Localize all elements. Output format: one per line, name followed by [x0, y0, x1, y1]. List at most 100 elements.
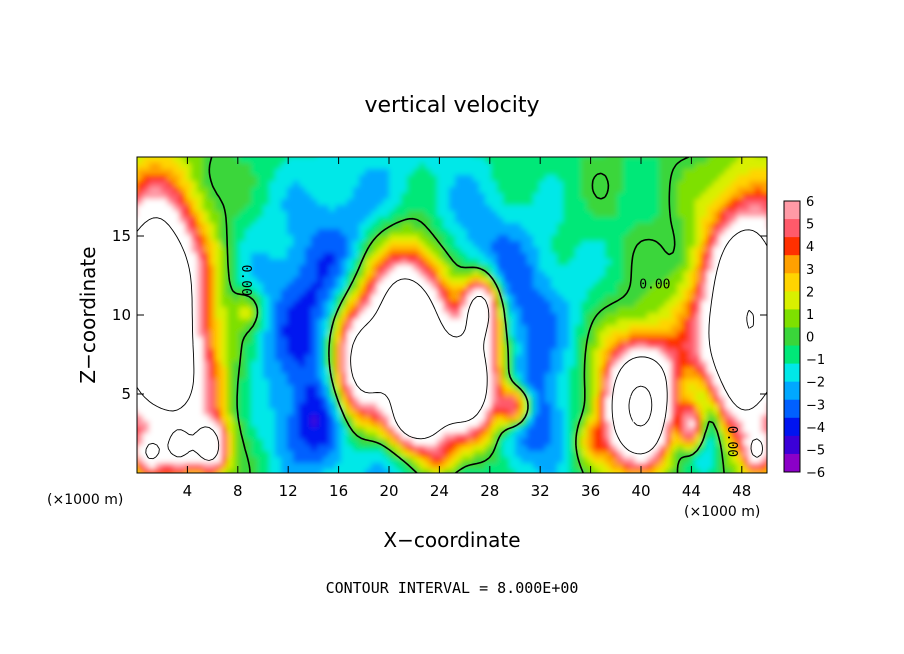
field-cell: [161, 157, 168, 164]
field-cell: [209, 223, 216, 230]
field-cell: [149, 169, 156, 176]
field-cell: [371, 349, 378, 356]
field-cell: [509, 169, 516, 176]
field-cell: [251, 421, 258, 428]
field-cell: [269, 427, 276, 434]
field-cell: [491, 367, 498, 374]
field-cell: [179, 391, 186, 398]
field-cell: [239, 409, 246, 416]
field-cell: [311, 367, 318, 374]
field-cell: [737, 235, 744, 242]
field-cell: [557, 421, 564, 428]
field-cell: [323, 247, 330, 254]
field-cell: [419, 391, 426, 398]
field-cell: [629, 415, 636, 422]
field-cell: [395, 265, 402, 272]
field-cell: [593, 331, 600, 338]
field-cell: [563, 175, 570, 182]
field-cell: [521, 397, 528, 404]
field-cell: [377, 169, 384, 176]
field-cell: [185, 259, 192, 266]
field-cell: [491, 157, 498, 164]
field-cell: [311, 349, 318, 356]
field-cell: [629, 373, 636, 380]
field-cell: [749, 379, 756, 386]
field-cell: [713, 211, 720, 218]
field-cell: [485, 157, 492, 164]
field-cell: [365, 283, 372, 290]
field-cell: [743, 337, 750, 344]
field-cell: [305, 283, 312, 290]
field-cell: [539, 415, 546, 422]
field-cell: [599, 193, 606, 200]
field-cell: [185, 283, 192, 290]
field-cell: [551, 325, 558, 332]
field-cell: [581, 223, 588, 230]
field-cell: [155, 181, 162, 188]
field-cell: [383, 253, 390, 260]
field-cell: [329, 181, 336, 188]
field-cell: [509, 283, 516, 290]
field-cell: [371, 259, 378, 266]
field-cell: [557, 367, 564, 374]
field-cell: [713, 259, 720, 266]
field-cell: [425, 313, 432, 320]
field-cell: [395, 391, 402, 398]
field-cell: [629, 397, 636, 404]
field-cell: [449, 331, 456, 338]
field-cell: [515, 373, 522, 380]
field-cell: [575, 415, 582, 422]
field-cell: [515, 247, 522, 254]
field-cell: [407, 295, 414, 302]
field-cell: [245, 397, 252, 404]
field-cell: [383, 271, 390, 278]
field-cell: [683, 301, 690, 308]
field-cell: [719, 355, 726, 362]
field-cell: [467, 415, 474, 422]
field-cell: [161, 301, 168, 308]
field-cell: [251, 169, 258, 176]
field-cell: [515, 289, 522, 296]
field-cell: [593, 319, 600, 326]
field-cell: [575, 343, 582, 350]
field-cell: [221, 403, 228, 410]
field-cell: [731, 283, 738, 290]
field-cell: [185, 175, 192, 182]
field-cell: [767, 187, 774, 194]
field-cell: [281, 295, 288, 302]
field-cell: [623, 259, 630, 266]
field-cell: [611, 319, 618, 326]
field-cell: [143, 301, 150, 308]
field-cell: [521, 223, 528, 230]
field-cell: [479, 217, 486, 224]
field-cell: [329, 169, 336, 176]
field-cell: [509, 163, 516, 170]
field-cell: [665, 373, 672, 380]
field-cell: [197, 421, 204, 428]
field-cell: [239, 277, 246, 284]
field-cell: [551, 259, 558, 266]
field-cell: [605, 379, 612, 386]
field-cell: [605, 283, 612, 290]
field-cell: [725, 319, 732, 326]
field-cell: [467, 343, 474, 350]
field-cell: [215, 157, 222, 164]
field-cell: [539, 355, 546, 362]
field-cell: [155, 169, 162, 176]
field-cell: [743, 259, 750, 266]
field-cell: [545, 427, 552, 434]
field-cell: [449, 223, 456, 230]
field-cell: [419, 235, 426, 242]
field-cell: [737, 337, 744, 344]
field-cell: [425, 385, 432, 392]
field-cell: [179, 289, 186, 296]
field-cell: [305, 373, 312, 380]
field-cell: [629, 217, 636, 224]
field-cell: [413, 169, 420, 176]
field-cell: [707, 361, 714, 368]
field-cell: [371, 157, 378, 164]
field-cell: [521, 271, 528, 278]
field-cell: [155, 313, 162, 320]
field-cell: [665, 235, 672, 242]
field-cell: [431, 223, 438, 230]
